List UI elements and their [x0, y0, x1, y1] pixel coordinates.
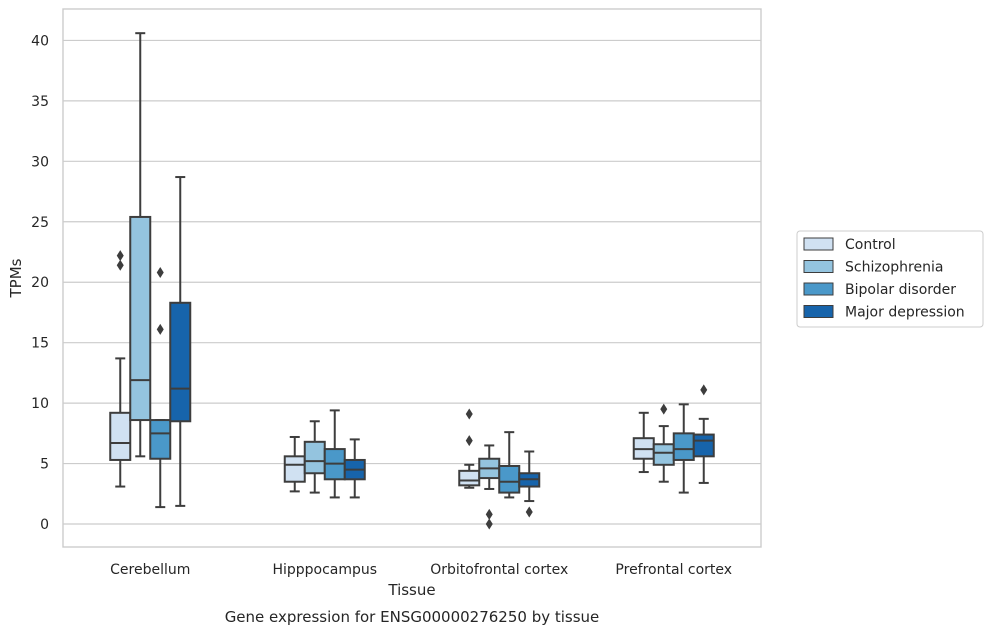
iqr-box — [129, 215, 152, 422]
y-tick-label: 40 — [31, 33, 49, 49]
box-4-3 — [518, 450, 541, 518]
iqr-box — [283, 455, 306, 483]
legend-label: Schizophrenia — [845, 260, 943, 276]
box-4-2 — [343, 438, 366, 499]
iqr-box — [692, 433, 715, 458]
y-tick-label: 10 — [31, 396, 49, 412]
chart-caption: Gene expression for ENSG00000276250 by t… — [225, 608, 600, 626]
x-tick-label: Hipppocampus — [272, 562, 377, 578]
box-3-1 — [149, 267, 172, 509]
box-1-2 — [283, 435, 306, 493]
legend-label: Control — [845, 237, 896, 253]
legend-swatch — [803, 237, 834, 251]
x-tick-label: Prefrontal cortex — [615, 562, 732, 578]
legend: Control Schizophrenia Bipolar disorder Majo… — [796, 230, 984, 328]
legend-frame — [796, 230, 984, 328]
iqr-box — [109, 411, 132, 461]
y-tick-label: 35 — [31, 94, 49, 110]
y-tick-label: 25 — [31, 215, 49, 231]
iqr-box — [458, 469, 481, 487]
box-2-3 — [478, 444, 501, 530]
box-3-2 — [323, 409, 346, 499]
outlier-point — [485, 518, 493, 530]
outlier-point — [116, 259, 124, 271]
outlier-point — [156, 267, 164, 279]
box-2-2 — [303, 420, 326, 494]
box-3-3 — [498, 431, 521, 499]
y-tick-label: 20 — [31, 275, 49, 291]
y-axis-label: TPMs — [7, 258, 25, 298]
box-2-1 — [129, 32, 152, 458]
legend-swatch — [803, 305, 834, 318]
iqr-box — [652, 443, 675, 466]
legend-swatch — [803, 282, 834, 296]
x-tick-label: Orbitofrontal cortex — [430, 562, 568, 578]
x-tick-label: Cerebellum — [110, 562, 190, 578]
outlier-point — [485, 508, 493, 520]
box-4-4 — [692, 384, 715, 484]
legend-swatch — [803, 260, 834, 273]
box-1-1 — [109, 250, 132, 488]
legend-label: Bipolar disorder — [845, 282, 956, 298]
outlier-point — [465, 408, 473, 420]
outlier-point — [660, 403, 668, 415]
outlier-point — [465, 435, 473, 447]
y-tick-label: 5 — [40, 457, 49, 473]
plot-frame — [62, 8, 762, 548]
legend-label: Major depression — [845, 305, 965, 321]
iqr-box — [169, 301, 192, 423]
y-tick-label: 15 — [31, 336, 49, 352]
box-2-4 — [652, 403, 675, 483]
outlier-point — [700, 384, 708, 396]
box-3-4 — [672, 403, 695, 494]
y-tick-label: 30 — [31, 154, 49, 170]
iqr-box — [303, 440, 326, 475]
box-4-1 — [169, 176, 192, 507]
iqr-box — [672, 432, 695, 461]
box-1-3 — [458, 408, 481, 489]
iqr-box — [498, 464, 521, 494]
outlier-point — [525, 506, 533, 518]
outlier-point — [116, 250, 124, 262]
x-axis-label: Tissue — [387, 581, 435, 599]
outlier-point — [156, 323, 164, 335]
iqr-box — [149, 419, 172, 460]
y-tick-label: 0 — [40, 517, 49, 533]
